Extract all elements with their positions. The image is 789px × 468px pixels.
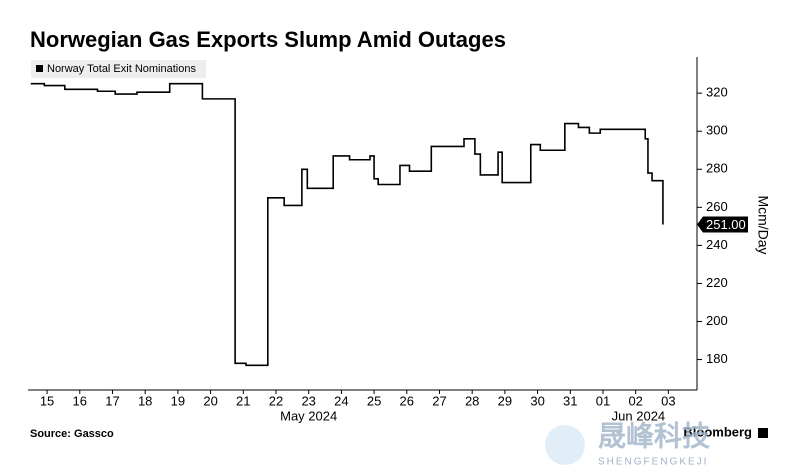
- x-tick-label: 31: [563, 393, 577, 408]
- x-tick-label: 30: [530, 393, 544, 408]
- x-tick-label: 19: [171, 393, 185, 408]
- x-tick-label: 17: [105, 393, 119, 408]
- source: Source: Gassco: [30, 428, 114, 440]
- x-tick-label: 15: [40, 393, 54, 408]
- last-value-tag: [697, 216, 748, 233]
- y-axis-label: Mcm/Day: [755, 195, 771, 254]
- y-tick-label: 240: [706, 237, 728, 252]
- x-tick-label: 18: [138, 393, 152, 408]
- brand-icon: [758, 428, 768, 438]
- x-tick-label: 21: [236, 393, 250, 408]
- series-line: [30, 82, 664, 367]
- x-tick-label: 28: [465, 393, 479, 408]
- x-tick-label: 27: [432, 393, 446, 408]
- legend-box: [31, 60, 206, 78]
- chart-title: Norwegian Gas Exports Slump Amid Outages: [30, 27, 506, 52]
- watermark-sub: SHENGFENGKEJI: [598, 457, 708, 468]
- x-tick-label: 03: [661, 393, 675, 408]
- brand: Bloomberg: [683, 424, 752, 439]
- x-tick-label: 24: [334, 393, 348, 408]
- x-tick-label: 29: [498, 393, 512, 408]
- y-tick-label: 260: [706, 199, 728, 214]
- x-tick-label: 16: [73, 393, 87, 408]
- x-tick-label: 02: [628, 393, 642, 408]
- watermark-icon: [545, 425, 585, 465]
- last-value-label: 251.00: [706, 217, 746, 232]
- y-tick-label: 200: [706, 313, 728, 328]
- y-tick-label: 320: [706, 85, 728, 100]
- x-tick-label: 23: [301, 393, 315, 408]
- watermark: 晟峰科技: [598, 420, 710, 451]
- month-label: Jun 2024: [612, 408, 666, 423]
- x-tick-label: 25: [367, 393, 381, 408]
- y-tick-label: 300: [706, 123, 728, 138]
- y-tick-label: 180: [706, 351, 728, 366]
- month-label: May 2024: [280, 408, 337, 423]
- legend-swatch: [36, 65, 43, 72]
- x-tick-label: 20: [203, 393, 217, 408]
- y-tick-label: 220: [706, 275, 728, 290]
- x-tick-label: 01: [596, 393, 610, 408]
- legend-label: Norway Total Exit Nominations: [47, 63, 196, 75]
- y-tick-label: 280: [706, 161, 728, 176]
- x-tick-label: 22: [269, 393, 283, 408]
- x-tick-label: 26: [400, 393, 414, 408]
